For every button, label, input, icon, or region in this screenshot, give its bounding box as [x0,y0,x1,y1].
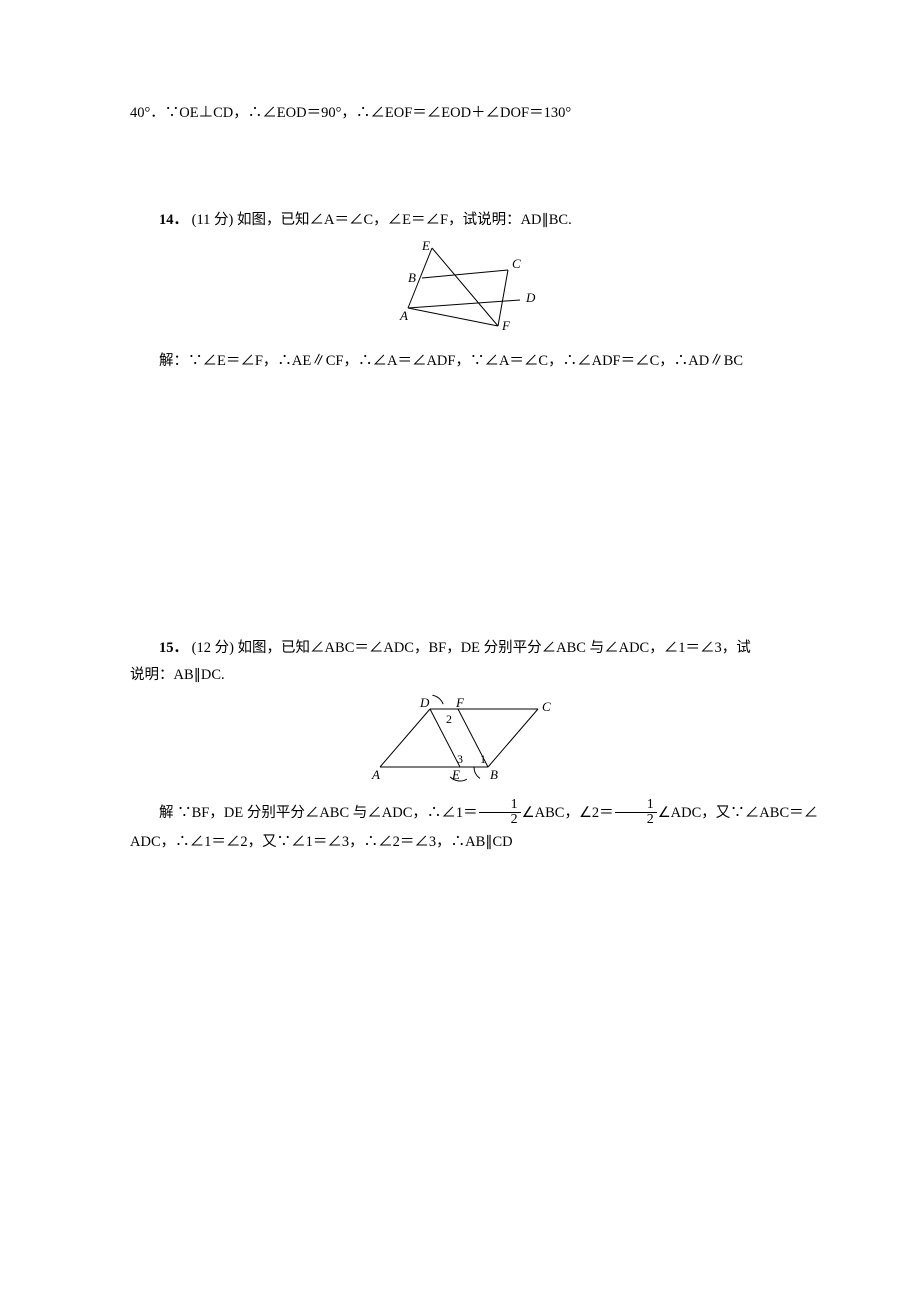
svg-text:D: D [419,695,430,710]
svg-text:F: F [455,695,465,710]
p15-s3: ∠ADC，又∵∠ABC＝∠ [658,805,818,821]
p15-points: (12 分) [192,640,234,656]
spacer [130,455,790,635]
p15-s2: ∠ABC，∠2＝ [522,805,614,821]
svg-text:3: 3 [457,752,463,766]
svg-text:D: D [525,290,536,305]
svg-text:B: B [490,767,498,782]
problem-15: 15． (12 分) 如图，已知∠ABC＝∠ADC，BF，DE 分别平分∠ABC… [130,635,790,856]
p14-solution: 解：∵∠E＝∠F，∴AE∥CF，∴∠A＝∠ADF，∵∠A＝∠C，∴∠ADF＝∠C… [130,348,790,375]
p15-figure: A B C D E F 1 2 3 [360,693,560,783]
p15-solution: 解 ∵BF，DE 分别平分∠ABC 与∠ADC，∴∠1＝12∠ABC，∠2＝12… [130,799,790,856]
p14-qtext: 如图，已知∠A＝∠C，∠E＝∠F，试说明：AD∥BC. [237,212,572,228]
p14-figure-wrap: A B C D E F [130,238,790,343]
page-root: 40°．∵OE⊥CD，∴∠EOD＝90°，∴∠EOF＝∠EOD＋∠DOF＝130… [0,0,920,1302]
p15-qtext-a: 如图，已知∠ABC＝∠ADC，BF，DE 分别平分∠ABC 与∠ADC，∠1＝∠… [238,640,751,656]
svg-text:C: C [542,699,551,714]
svg-text:B: B [408,270,416,285]
p15-s4: ADC，∴∠1＝∠2，又∵∠1＝∠3，∴∠2＝∠3，∴AB∥CD [130,834,513,850]
svg-text:C: C [512,256,521,271]
p15-question-line1: 15． (12 分) 如图，已知∠ABC＝∠ADC，BF，DE 分别平分∠ABC… [130,635,790,662]
p15-number: 15． [159,640,188,656]
p15-frac2: 12 [615,798,657,828]
p15-frac1: 12 [479,798,521,828]
svg-text:E: E [421,238,430,253]
svg-text:A: A [371,767,380,782]
svg-text:2: 2 [446,712,452,726]
svg-text:E: E [451,767,460,782]
p14-points: (11 分) [192,212,234,228]
svg-text:A: A [399,308,408,323]
problem-14: 14． (11 分) 如图，已知∠A＝∠C，∠E＝∠F，试说明：AD∥BC. A… [130,207,790,375]
p15-question-line2: 说明：AB∥DC. [130,662,790,689]
p15-s1: 解 ∵BF，DE 分别平分∠ABC 与∠ADC，∴∠1＝ [159,805,478,821]
p15-figure-wrap: A B C D E F 1 2 3 [130,693,790,793]
fragment-line: 40°．∵OE⊥CD，∴∠EOD＝90°，∴∠EOF＝∠EOD＋∠DOF＝130… [130,100,790,127]
p14-number: 14． [159,212,188,228]
p14-figure: A B C D E F [370,238,550,333]
svg-text:1: 1 [480,752,486,766]
p14-question: 14． (11 分) 如图，已知∠A＝∠C，∠E＝∠F，试说明：AD∥BC. [130,207,790,234]
svg-text:F: F [501,318,511,333]
